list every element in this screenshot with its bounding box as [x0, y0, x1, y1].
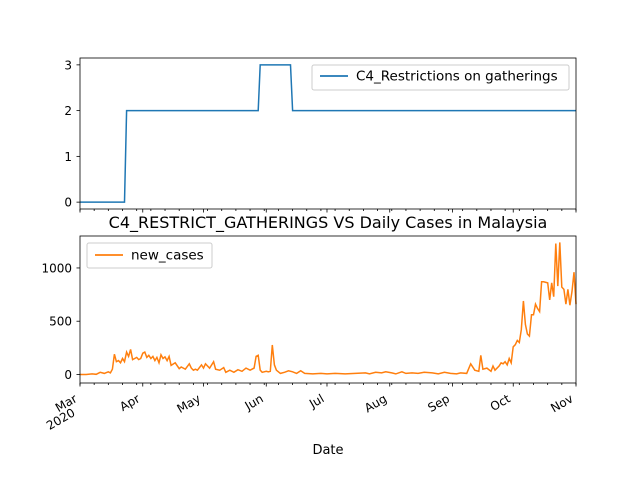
top-legend-box: [311, 64, 570, 91]
bottom-legend-box: [86, 242, 213, 269]
x-axis-label: Date: [312, 443, 343, 458]
y-tick-label: 0: [64, 368, 72, 382]
x-tick-label: Aug: [362, 391, 389, 415]
top-x-axis-ticks: [79, 209, 577, 213]
top-plot-area: [80, 64, 576, 203]
bottom-legend-label: new_cases: [131, 248, 204, 264]
chart-title: C4_RESTRICT_GATHERINGS VS Daily Cases in…: [109, 213, 548, 233]
top-y-axis: 0 1 2 3: [64, 58, 80, 210]
top-legend: C4_Restrictions on gatherings: [311, 64, 570, 91]
bottom-panel: C4_RESTRICT_GATHERINGS VS Daily Cases in…: [41, 213, 577, 458]
top-legend-label: C4_Restrictions on gatherings: [356, 69, 558, 85]
series-line-new-cases: [80, 242, 577, 376]
x-tick-label: Sep: [425, 391, 452, 414]
top-axes-frame: [79, 57, 577, 210]
bottom-plot-area: [80, 242, 577, 376]
y-tick-label: 1: [64, 150, 72, 164]
bottom-legend: new_cases: [86, 242, 213, 269]
top-panel: 0 1 2 3 C4_Restrictions on gatherings: [64, 57, 577, 213]
bottom-y-axis: 0 500 1000: [41, 261, 80, 382]
x-tick-label: Jul: [306, 391, 326, 411]
x-tick-label: Apr: [117, 391, 142, 414]
y-tick-label: 2: [64, 104, 72, 118]
y-tick-label: 0: [64, 196, 72, 210]
y-tick-label: 500: [49, 315, 72, 329]
x-tick-label: Nov: [548, 391, 575, 415]
x-tick-label: Oct: [488, 391, 513, 414]
y-tick-label: 1000: [41, 261, 72, 275]
y-tick-label: 3: [64, 58, 72, 72]
bottom-axes-frame: [79, 235, 577, 384]
x-tick-label: Jun: [242, 391, 266, 413]
series-line-c4-restrictions-on-gatherings: [80, 64, 576, 203]
x-tick-label: May: [175, 391, 203, 416]
